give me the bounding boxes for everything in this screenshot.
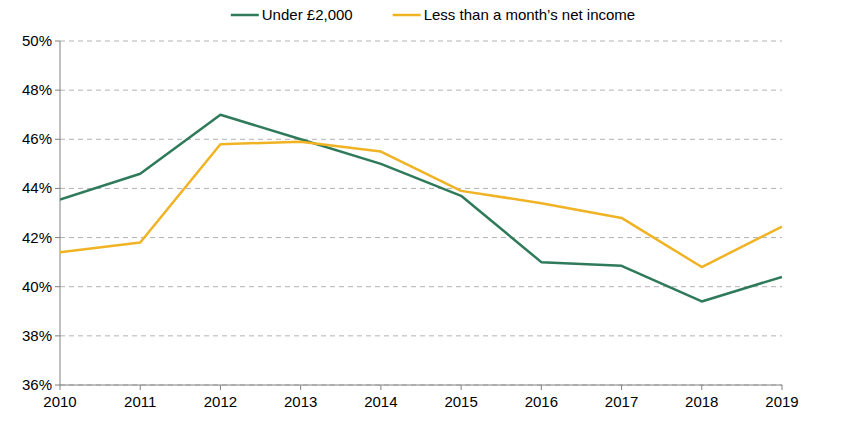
- y-tick: [55, 385, 60, 386]
- y-tick-label: 42%: [22, 229, 52, 246]
- legend-swatch: [393, 14, 421, 17]
- grid-line: [60, 335, 782, 336]
- x-tick: [60, 385, 61, 390]
- x-tick: [782, 385, 783, 390]
- y-tick: [55, 41, 60, 42]
- x-tick: [140, 385, 141, 390]
- legend-item: Less than a month’s net income: [393, 6, 636, 23]
- y-tick: [55, 286, 60, 287]
- grid-line: [60, 286, 782, 287]
- x-tick-label: 2012: [204, 393, 237, 410]
- x-tick-label: 2014: [364, 393, 397, 410]
- x-tick-label: 2016: [525, 393, 558, 410]
- x-tick: [300, 385, 301, 390]
- x-tick: [220, 385, 221, 390]
- x-axis: [60, 385, 782, 386]
- legend-label: Under £2,000: [262, 6, 353, 23]
- grid-line: [60, 90, 782, 91]
- legend: Under £2,000 Less than a month’s net inco…: [231, 6, 635, 23]
- series-line: [60, 142, 782, 267]
- x-tick: [701, 385, 702, 390]
- x-tick-label: 2013: [284, 393, 317, 410]
- y-tick-label: 50%: [22, 32, 52, 49]
- x-tick-label: 2011: [124, 393, 156, 410]
- x-tick: [461, 385, 462, 390]
- y-tick-label: 46%: [22, 130, 52, 147]
- y-tick-label: 38%: [22, 327, 52, 344]
- y-tick: [55, 90, 60, 91]
- y-tick-label: 40%: [22, 278, 52, 295]
- grid-line: [60, 188, 782, 189]
- plot-area: [60, 115, 782, 302]
- grid-line: [60, 41, 782, 42]
- x-tick-label: 2019: [765, 393, 798, 410]
- legend-swatch: [231, 14, 259, 17]
- y-tick-label: 36%: [22, 376, 52, 393]
- x-tick: [380, 385, 381, 390]
- legend-label: Less than a month’s net income: [424, 6, 636, 23]
- y-axis: [60, 41, 61, 385]
- series-line: [60, 115, 782, 302]
- grid-line: [60, 385, 782, 386]
- x-tick: [621, 385, 622, 390]
- y-tick-label: 48%: [22, 81, 52, 98]
- x-tick: [541, 385, 542, 390]
- y-tick: [55, 237, 60, 238]
- y-tick: [55, 139, 60, 140]
- y-tick-label: 44%: [22, 179, 52, 196]
- x-tick-label: 2010: [43, 393, 76, 410]
- y-tick: [55, 335, 60, 336]
- x-tick-label: 2017: [605, 393, 638, 410]
- x-tick-label: 2018: [685, 393, 718, 410]
- grid-line: [60, 237, 782, 238]
- chart: 36% 38% 40% 42% 44% 46% 48% 50% 2010 2011 2012 2013…: [0, 0, 848, 425]
- y-tick: [55, 188, 60, 189]
- legend-item: Under £2,000: [231, 6, 353, 23]
- grid-line: [60, 139, 782, 140]
- x-tick-label: 2015: [444, 393, 477, 410]
